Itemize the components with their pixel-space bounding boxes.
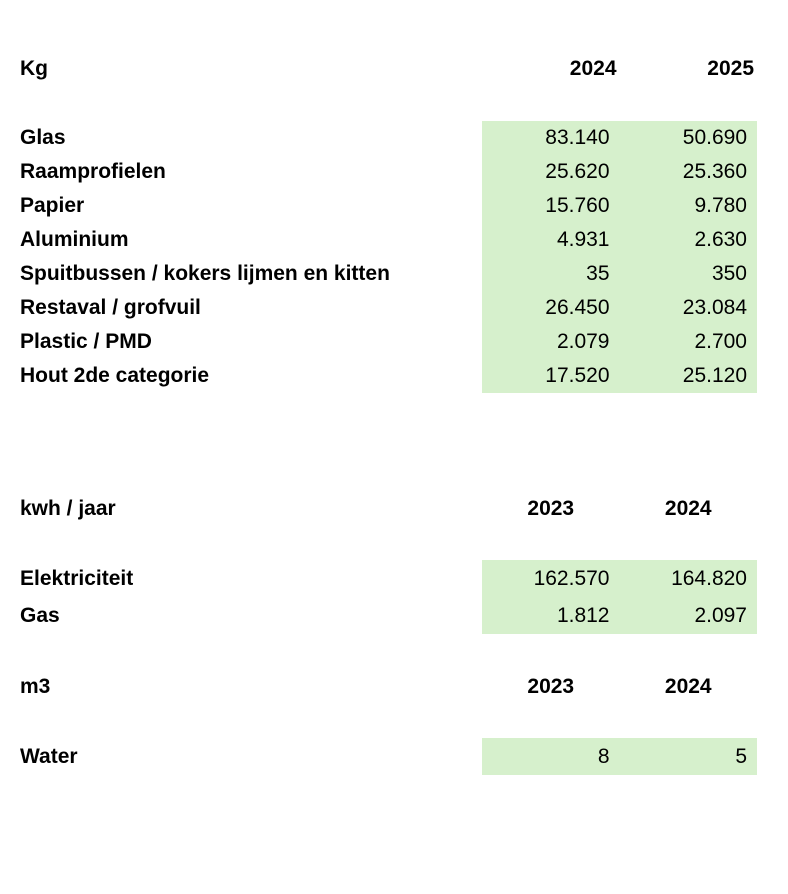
row-label[interactable]: Papier bbox=[20, 194, 85, 217]
value-cell[interactable]: 164.820 bbox=[671, 566, 747, 590]
value-cell[interactable]: 23.084 bbox=[682, 296, 747, 319]
value-cell[interactable]: 9.780 bbox=[694, 194, 747, 217]
table-row-water: Water 8 5 bbox=[0, 738, 788, 775]
value-cell[interactable]: 17.520 bbox=[545, 364, 610, 387]
table-row-hout: Hout 2de categorie 17.520 25.120 bbox=[0, 359, 788, 393]
table-row-raamprofielen: Raamprofielen 25.620 25.360 bbox=[0, 155, 788, 189]
table-row-glas: Glas 83.140 50.690 bbox=[0, 121, 788, 155]
value-cells: 1.812 2.097 bbox=[482, 597, 757, 634]
unit-label-m3[interactable]: m3 bbox=[20, 675, 51, 698]
value-cell[interactable]: 25.620 bbox=[545, 160, 610, 183]
value-cell[interactable]: 83.140 bbox=[545, 126, 610, 149]
kg-header-row: Kg 2024 2025 bbox=[0, 52, 788, 86]
value-cell[interactable]: 1.812 bbox=[556, 603, 610, 627]
table-row-restaval: Restaval / grofvuil 26.450 23.084 bbox=[0, 291, 788, 325]
value-cell[interactable]: 26.450 bbox=[545, 296, 610, 319]
value-cells: 83.140 50.690 bbox=[482, 121, 757, 155]
water-header-cells: 2023 2024 bbox=[482, 670, 757, 704]
value-cell[interactable]: 25.360 bbox=[682, 160, 747, 183]
table-row-elektriciteit: Elektriciteit 162.570 164.820 bbox=[0, 560, 788, 597]
value-cell[interactable]: 8 bbox=[597, 744, 610, 768]
water-column-header-2023[interactable]: 2023 bbox=[527, 675, 575, 698]
table-row-plastic: Plastic / PMD 2.079 2.700 bbox=[0, 325, 788, 359]
spacer bbox=[0, 86, 788, 121]
row-label[interactable]: Spuitbussen / kokers lijmen en kitten bbox=[20, 262, 390, 285]
kg-table: Kg 2024 2025 Glas 83.140 50.690 Raamprof… bbox=[0, 52, 788, 393]
value-cell[interactable]: 15.760 bbox=[545, 194, 610, 217]
value-cell[interactable]: 5 bbox=[735, 744, 747, 768]
spacer bbox=[0, 704, 788, 738]
value-cells: 4.931 2.630 bbox=[482, 223, 757, 257]
value-cell[interactable]: 35 bbox=[586, 262, 610, 285]
row-label[interactable]: Hout 2de categorie bbox=[20, 364, 210, 387]
value-cell[interactable]: 2.079 bbox=[556, 330, 610, 353]
row-label[interactable]: Restaval / grofvuil bbox=[20, 296, 201, 319]
row-label[interactable]: Water bbox=[20, 744, 78, 768]
value-cells: 8 5 bbox=[482, 738, 757, 775]
row-label[interactable]: Raamprofielen bbox=[20, 160, 166, 183]
energy-header-row: kwh / jaar 2023 2024 bbox=[0, 492, 788, 526]
unit-label-kg[interactable]: Kg bbox=[20, 57, 48, 80]
value-cells: 17.520 25.120 bbox=[482, 359, 757, 393]
water-column-header-2024[interactable]: 2024 bbox=[664, 675, 712, 698]
unit-label-kwh-jaar[interactable]: kwh / jaar bbox=[20, 497, 116, 520]
energy-column-header-2024[interactable]: 2024 bbox=[664, 497, 712, 520]
energy-header-cells: 2023 2024 bbox=[482, 492, 757, 526]
water-header-row: m3 2023 2024 bbox=[0, 670, 788, 704]
value-cell[interactable]: 162.570 bbox=[533, 566, 610, 590]
energy-column-header-2023[interactable]: 2023 bbox=[527, 497, 575, 520]
value-cell[interactable]: 4.931 bbox=[556, 228, 610, 251]
value-cells: 35 350 bbox=[482, 257, 757, 291]
table-row-papier: Papier 15.760 9.780 bbox=[0, 189, 788, 223]
row-label[interactable]: Plastic / PMD bbox=[20, 330, 152, 353]
kg-column-header-2024[interactable]: 2024 bbox=[569, 57, 617, 80]
value-cell[interactable]: 350 bbox=[711, 262, 747, 285]
row-label[interactable]: Gas bbox=[20, 603, 60, 627]
value-cell[interactable]: 50.690 bbox=[682, 126, 747, 149]
value-cells: 2.079 2.700 bbox=[482, 325, 757, 359]
value-cell[interactable]: 2.097 bbox=[694, 603, 747, 627]
table-row-spuitbussen: Spuitbussen / kokers lijmen en kitten 35… bbox=[0, 257, 788, 291]
water-table: m3 2023 2024 Water 8 5 bbox=[0, 670, 788, 775]
value-cell[interactable]: 25.120 bbox=[682, 364, 747, 387]
table-row-gas: Gas 1.812 2.097 bbox=[0, 597, 788, 634]
value-cells: 162.570 164.820 bbox=[482, 560, 757, 597]
value-cells: 25.620 25.360 bbox=[482, 155, 757, 189]
value-cells: 26.450 23.084 bbox=[482, 291, 757, 325]
energy-table: kwh / jaar 2023 2024 Elektriciteit 162.5… bbox=[0, 492, 788, 634]
value-cell[interactable]: 2.700 bbox=[694, 330, 747, 353]
row-label[interactable]: Aluminium bbox=[20, 228, 129, 251]
row-label[interactable]: Glas bbox=[20, 126, 66, 149]
value-cell[interactable]: 2.630 bbox=[694, 228, 747, 251]
kg-header-cells: 2024 2025 bbox=[482, 52, 757, 86]
spacer bbox=[0, 526, 788, 560]
value-cells: 15.760 9.780 bbox=[482, 189, 757, 223]
row-label[interactable]: Elektriciteit bbox=[20, 566, 134, 590]
table-row-aluminium: Aluminium 4.931 2.630 bbox=[0, 223, 788, 257]
kg-column-header-2025[interactable]: 2025 bbox=[707, 57, 754, 80]
